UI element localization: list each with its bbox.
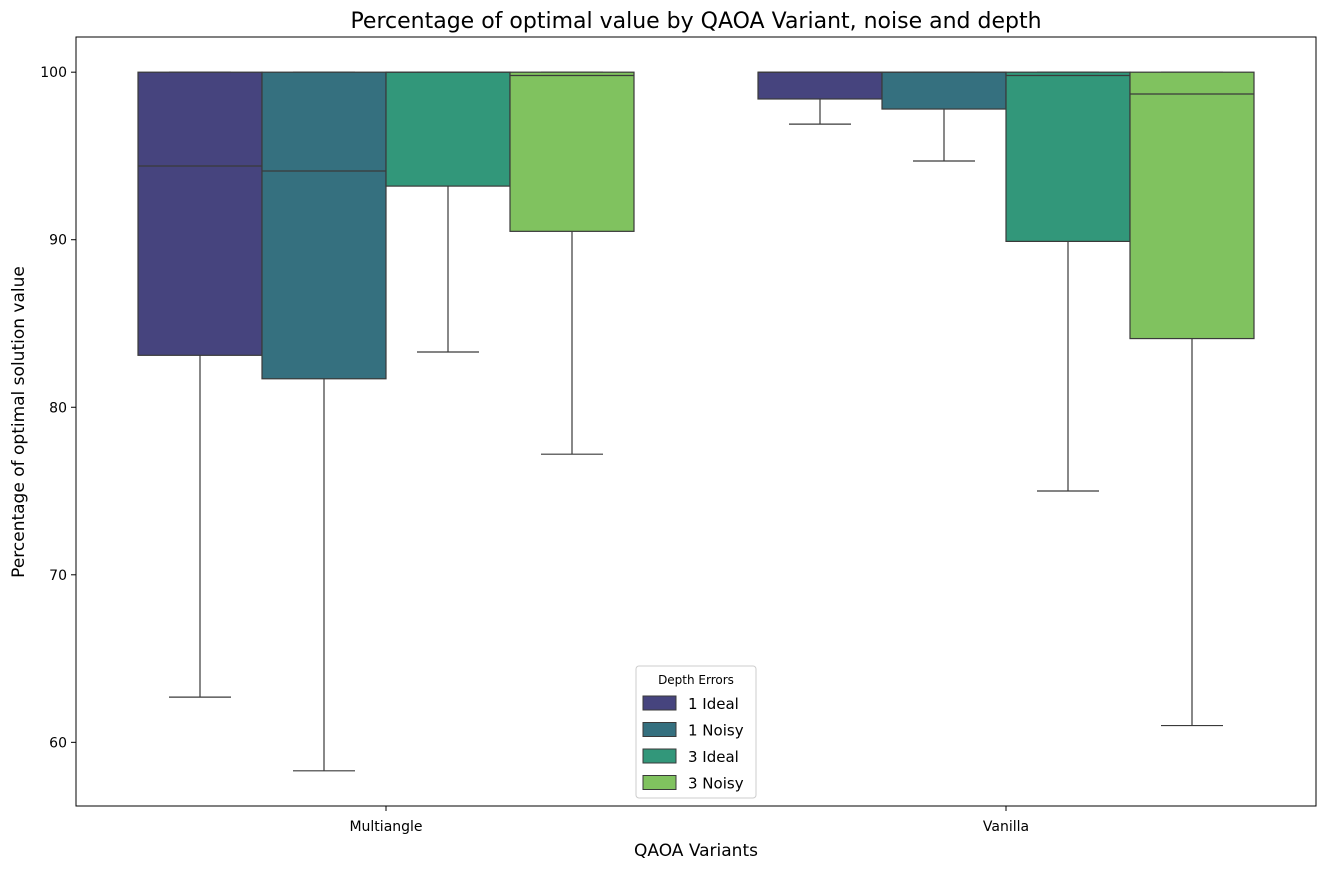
- box-body: [385, 71, 511, 187]
- legend-item: 1 Noisy: [642, 722, 744, 740]
- legend: Depth Errors 1 Ideal 1 Noisy 3 Ideal 3 Noisy: [635, 665, 757, 799]
- y-tick-label: 100: [40, 65, 67, 81]
- box-1-ideal-multiangle: [137, 71, 263, 698]
- box-1-ideal-vanilla: [757, 71, 883, 125]
- x-tick-label: Vanilla: [983, 819, 1029, 835]
- box-3-ideal-vanilla: [1005, 71, 1131, 492]
- box-body: [881, 71, 1007, 110]
- box-body: [509, 71, 635, 232]
- legend-item: 3 Ideal: [642, 748, 739, 766]
- legend-swatch: [642, 748, 677, 764]
- box-1-noisy-vanilla: [881, 71, 1007, 162]
- legend-swatch: [642, 695, 677, 711]
- legend-label: 1 Ideal: [688, 695, 739, 713]
- box-3-noisy-vanilla: [1129, 71, 1255, 727]
- y-tick-label: 70: [49, 568, 67, 584]
- x-tick-label: Multiangle: [349, 819, 422, 835]
- box-1-noisy-multiangle: [261, 71, 387, 772]
- legend-label: 1 Noisy: [688, 722, 744, 740]
- legend-label: 3 Ideal: [688, 748, 739, 766]
- box-body: [1129, 71, 1255, 340]
- y-tick-label: 80: [49, 400, 67, 416]
- axes: 60 70 80 90 100 Multiangle Vanilla: [40, 36, 1317, 835]
- legend-item: 1 Ideal: [642, 695, 739, 713]
- box-body: [137, 71, 263, 356]
- plot-frame: [75, 36, 1317, 807]
- box-body: [1005, 71, 1131, 242]
- box-3-noisy-multiangle: [509, 71, 635, 455]
- legend-swatch: [642, 722, 677, 737]
- legend-title: Depth Errors: [658, 673, 734, 687]
- y-tick-label: 60: [49, 735, 67, 751]
- plot-area: [137, 71, 1255, 772]
- y-axis-label: Percentage of optimal solution value: [9, 266, 29, 578]
- x-axis-label: QAOA Variants: [634, 841, 758, 861]
- box-body: [757, 71, 883, 100]
- chart-title: Percentage of optimal value by QAOA Vari…: [350, 9, 1041, 34]
- legend-item: 3 Noisy: [642, 775, 744, 793]
- legend-label: 3 Noisy: [688, 775, 744, 793]
- box-body: [261, 71, 387, 380]
- y-tick-label: 90: [49, 233, 67, 249]
- box-3-ideal-multiangle: [385, 71, 511, 353]
- legend-swatch: [642, 775, 677, 790]
